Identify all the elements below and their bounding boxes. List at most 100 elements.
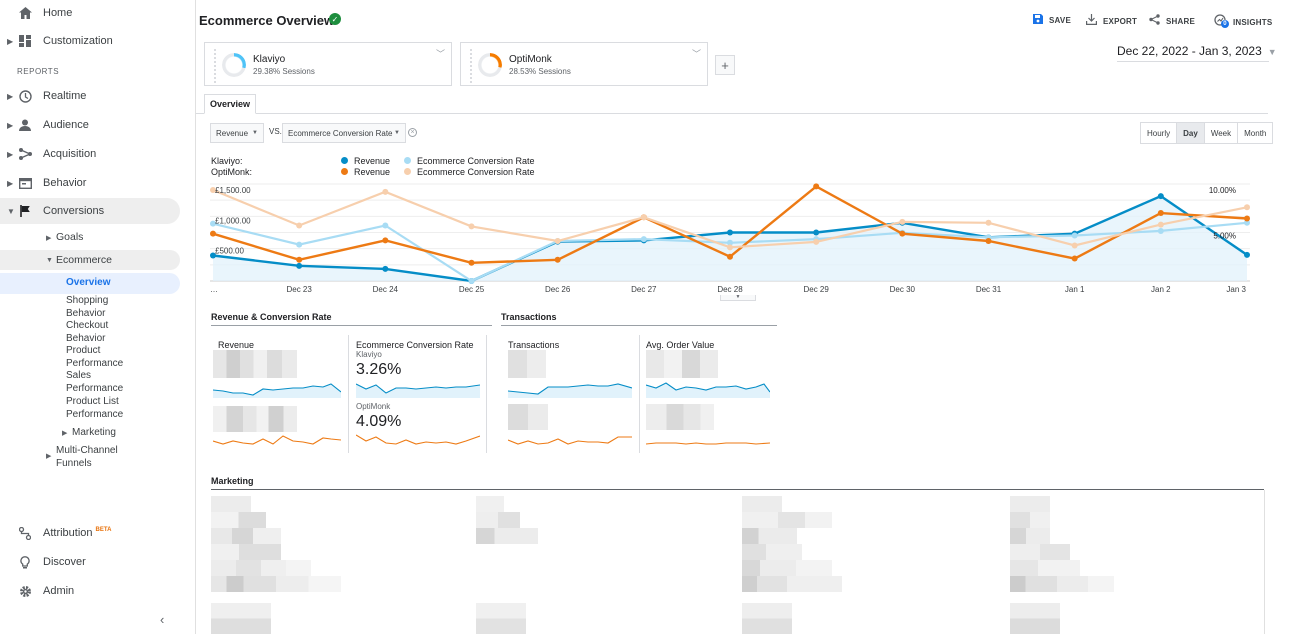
redacted-value — [742, 512, 832, 528]
drag-handle[interactable] — [214, 49, 216, 83]
chevron-down-icon[interactable]: ﹀ — [435, 49, 445, 59]
data-point — [468, 259, 475, 266]
sidebar-item-ecommerce[interactable]: Ecommerce — [56, 254, 113, 266]
redacted-value — [211, 512, 266, 528]
data-point — [727, 229, 733, 236]
home-icon — [18, 6, 32, 20]
redacted-value — [1010, 576, 1114, 592]
save-button[interactable]: SAVE — [1033, 14, 1071, 27]
data-point — [1157, 193, 1164, 200]
segment-percentage-ring — [222, 53, 246, 77]
card-revenue-title: Revenue — [218, 340, 255, 350]
export-button[interactable]: EXPORT — [1086, 14, 1137, 28]
segment-sessions-pct: 29.38% Sessions — [253, 67, 315, 76]
caret-down-icon: ▼ — [394, 130, 400, 136]
secondary-metric-select[interactable]: Ecommerce Conversion Rate ▼ — [282, 123, 406, 143]
x-tick-label: Dec 30 — [890, 285, 916, 294]
insights-count-badge: 0 — [1221, 20, 1229, 28]
chevron-right-icon: ▶ — [62, 430, 68, 437]
share-button[interactable]: SHARE — [1149, 14, 1195, 28]
divider — [639, 335, 640, 453]
data-point — [727, 239, 733, 246]
redacted-value — [213, 350, 297, 378]
data-point — [985, 219, 992, 226]
data-point — [382, 188, 389, 195]
redacted-value — [742, 544, 802, 560]
month-button[interactable]: Month — [1237, 123, 1273, 143]
week-button[interactable]: Week — [1203, 123, 1238, 143]
x-tick-label: … — [210, 285, 218, 294]
primary-metric-select[interactable]: Revenue ▼ — [210, 123, 264, 143]
reports-heading: REPORTS — [17, 67, 60, 76]
data-point — [813, 183, 820, 190]
data-point — [899, 230, 906, 237]
sidebar-item-marketing[interactable]: Marketing — [72, 427, 116, 438]
data-point — [640, 214, 647, 221]
segment-name: OptiMonk — [509, 54, 552, 65]
redacted-value — [211, 560, 311, 576]
sidebar-item-sales-performance[interactable]: Sales Performance — [66, 370, 124, 394]
date-range-picker[interactable]: Dec 22, 2022 - Jan 3, 2023 ▼ — [1117, 44, 1277, 62]
day-button[interactable]: Day — [1176, 123, 1204, 143]
x-tick-label: Dec 29 — [803, 285, 829, 294]
legend-swatch — [341, 168, 348, 176]
data-point — [1244, 251, 1250, 258]
gear-icon — [18, 584, 32, 598]
lightbulb-icon — [18, 555, 32, 569]
chevron-right-icon: ▶ — [7, 178, 14, 188]
redacted-value — [1010, 560, 1080, 576]
drag-handle[interactable] — [470, 49, 472, 83]
divider — [348, 335, 349, 453]
scroll-edge — [1264, 490, 1265, 634]
clear-metric-icon[interactable]: × — [408, 128, 417, 137]
chart-resize-handle[interactable]: ▼ — [720, 295, 756, 301]
data-point — [899, 218, 906, 225]
add-segment-button[interactable]: + — [715, 55, 735, 75]
hourly-button[interactable]: Hourly — [1141, 123, 1177, 143]
redacted-value — [646, 404, 714, 430]
main-content: Ecommerce Overview ✓ SAVE EXPORT SHARE 0… — [196, 0, 1292, 634]
sidebar-item-product-list-performance[interactable]: Product List Performance — [66, 396, 124, 420]
redacted-value — [211, 544, 281, 560]
sidebar-item-product-performance[interactable]: Product Performance — [66, 345, 124, 369]
save-icon — [1033, 14, 1043, 27]
data-point — [296, 222, 303, 229]
redacted-value — [1010, 512, 1050, 528]
sidebar-item-conversions[interactable]: ▼ Conversions — [0, 198, 180, 224]
y-right-tick-label: 10.00% — [1209, 186, 1236, 195]
chevron-down-icon: ▼ — [46, 257, 53, 264]
acquisition-icon — [18, 147, 32, 161]
redacted-value — [211, 576, 341, 592]
dashboard-icon — [18, 34, 32, 48]
sidebar-item-shopping-behavior[interactable]: Shopping Behavior — [66, 295, 109, 319]
data-point — [813, 229, 820, 236]
sidebar-item-overview[interactable]: Overview — [66, 277, 111, 288]
y-left-tick-label: £1,000.00 — [215, 216, 251, 225]
insights-button[interactable]: 0 INSIGHTS — [1214, 14, 1272, 30]
card-ecr-optimonk-label: OptiMonk — [356, 402, 391, 411]
redacted-value — [742, 603, 792, 634]
redacted-value — [508, 350, 546, 378]
segment-card-optimonk[interactable]: OptiMonk 28.53% Sessions ﹀ — [460, 42, 708, 86]
chevron-right-icon: ▶ — [7, 91, 14, 101]
section-transactions: Transactions — [501, 312, 777, 326]
collapse-sidebar-icon[interactable]: ‹ — [160, 612, 165, 627]
chevron-right-icon: ▶ — [7, 120, 14, 130]
sidebar-item-checkout-behavior[interactable]: Checkout Behavior — [66, 320, 109, 344]
chevron-down-icon[interactable]: ﹀ — [691, 49, 701, 59]
redacted-value — [211, 603, 271, 634]
segment-card-klaviyo[interactable]: Klaviyo 29.38% Sessions ﹀ — [204, 42, 452, 86]
series-area — [213, 196, 1247, 281]
data-point — [813, 238, 820, 245]
sidebar-item-goals[interactable]: Goals — [56, 231, 84, 243]
data-point — [1244, 204, 1250, 211]
clock-icon — [18, 89, 32, 103]
sidebar-item-multi-channel-funnels[interactable]: Multi-Channel Funnels — [56, 445, 118, 469]
data-point — [554, 237, 561, 244]
legend-swatch — [404, 168, 411, 176]
data-point — [985, 237, 992, 244]
tab-overview[interactable]: Overview — [204, 94, 256, 114]
x-tick-label: Dec 25 — [459, 285, 485, 294]
x-tick-label: Dec 28 — [717, 285, 743, 294]
data-point — [1071, 242, 1078, 249]
